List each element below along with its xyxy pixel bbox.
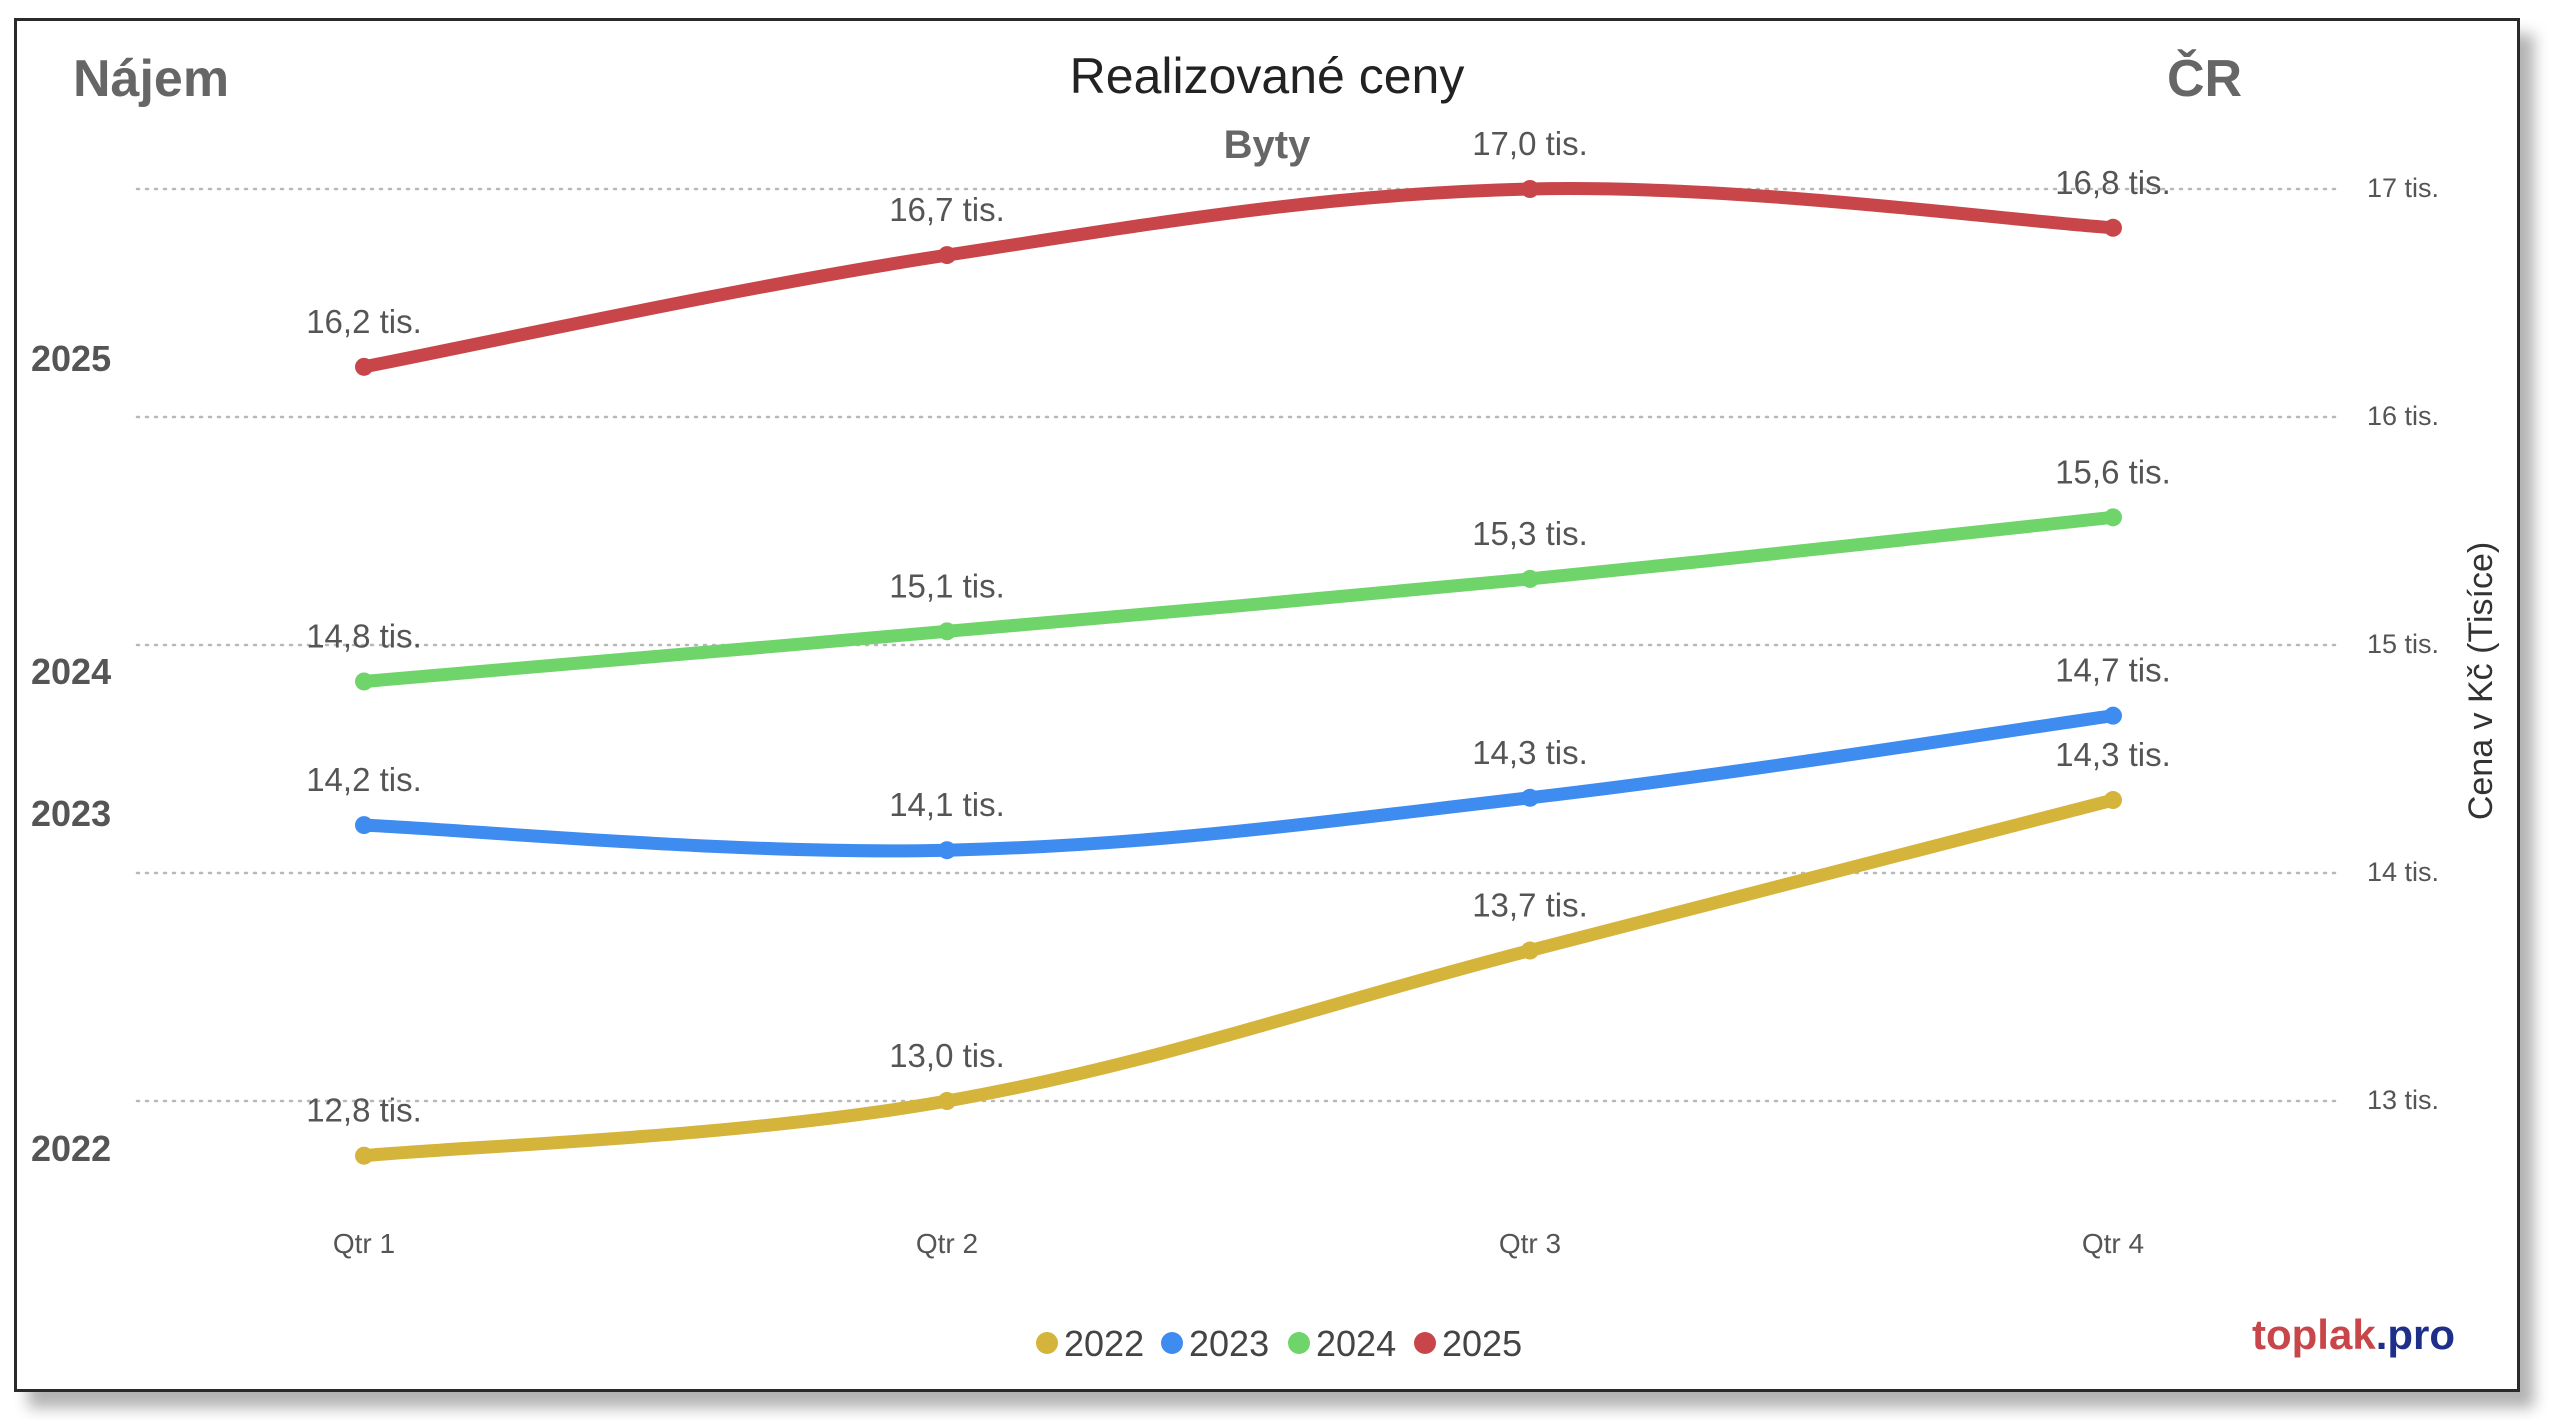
- data-label-2023-q4: 14,7 tis.: [2055, 652, 2171, 689]
- chart-title: Realizované ceny: [1069, 48, 1465, 104]
- series-line-2024: [357, 510, 2120, 688]
- point-2023-q1: [355, 816, 373, 835]
- point-2025-q3: [1521, 180, 1539, 198]
- brand-part-2: .pro: [2375, 1311, 2456, 1358]
- data-label-2025-q4: 16,8 tis.: [2055, 164, 2171, 201]
- x-tick-label: Qtr 2: [916, 1228, 978, 1259]
- brand-part-1: toplak: [2252, 1311, 2376, 1358]
- nájem-label: Nájem: [73, 50, 230, 108]
- data-label-2025-q1: 16,2 tis.: [306, 303, 422, 340]
- row-label-2022: 2022: [31, 1128, 111, 1169]
- data-label-2022-q4: 14,3 tis.: [2055, 736, 2171, 773]
- legend-label-2023: 2023: [1189, 1323, 1269, 1364]
- brand-logo: toplak.pro: [2252, 1311, 2455, 1359]
- chart-subtitle: Byty: [1223, 123, 1311, 167]
- row-label-2023: 2023: [31, 793, 111, 834]
- point-2025-q4: [2104, 218, 2122, 237]
- data-label-2025-q2: 16,7 tis.: [889, 191, 1005, 228]
- data-label-2023-q3: 14,3 tis.: [1472, 734, 1588, 771]
- series-line-2025: [357, 182, 2120, 374]
- row-label-2025: 2025: [31, 338, 111, 379]
- y-axis-title: Cena v Kč (Tisíce): [2462, 542, 2500, 820]
- y-tick-label: 14 tis.: [2367, 857, 2439, 887]
- legend-label-2022: 2022: [1064, 1323, 1144, 1364]
- data-label-2022-q3: 13,7 tis.: [1472, 887, 1588, 924]
- data-label-2023-q1: 14,2 tis.: [306, 761, 422, 798]
- data-label-2024-q3: 15,3 tis.: [1472, 515, 1588, 552]
- point-2024-q4: [2104, 508, 2122, 527]
- point-2024-q3: [1521, 569, 1539, 588]
- point-2023-q3: [1521, 788, 1539, 807]
- y-tick-label: 15 tis.: [2367, 629, 2439, 659]
- data-label-2024-q4: 15,6 tis.: [2055, 453, 2171, 490]
- y-tick-label: 13 tis.: [2367, 1085, 2439, 1115]
- point-2023-q4: [2104, 706, 2122, 725]
- point-2022-q2: [938, 1092, 956, 1110]
- point-2025-q1: [355, 357, 373, 376]
- legend-label-2024: 2024: [1316, 1323, 1396, 1364]
- legend-marker-2023: [1161, 1332, 1183, 1354]
- row-label-2024: 2024: [31, 651, 111, 692]
- legend-marker-2025: [1414, 1332, 1436, 1354]
- region-label: ČR: [2167, 50, 2243, 108]
- y-tick-label: 17 tis.: [2367, 173, 2439, 203]
- chart-frame: Nájem Realizované ceny Byty ČR 13 tis. 14…: [14, 18, 2520, 1392]
- series-line-2023: [357, 709, 2120, 858]
- legend-marker-2022: [1036, 1332, 1058, 1354]
- line-chart: 13 tis. 14 tis. 15 tis. 16 tis. 17 tis. Cena …: [31, 125, 2500, 1364]
- data-label-2025-q3: 17,0 tis.: [1472, 125, 1588, 162]
- data-label-2022-q1: 12,8 tis.: [306, 1092, 422, 1129]
- data-label-2024-q2: 15,1 tis.: [889, 567, 1005, 604]
- point-2024-q2: [938, 622, 956, 641]
- data-label-2022-q2: 13,0 tis.: [889, 1037, 1005, 1074]
- data-label-2023-q2: 14,1 tis.: [889, 786, 1005, 823]
- x-tick-label: Qtr 1: [333, 1228, 395, 1259]
- point-2022-q1: [355, 1146, 373, 1165]
- x-tick-label: Qtr 4: [2082, 1228, 2144, 1259]
- legend-label-2025: 2025: [1442, 1323, 1522, 1364]
- series-line-2022: [357, 793, 2120, 1163]
- y-tick-label: 16 tis.: [2367, 401, 2439, 431]
- x-tick-label: Qtr 3: [1499, 1228, 1561, 1259]
- point-2025-q2: [938, 246, 956, 265]
- legend-marker-2024: [1288, 1332, 1310, 1354]
- point-2024-q1: [355, 672, 373, 691]
- data-label-2024-q1: 14,8 tis.: [306, 617, 422, 654]
- point-2022-q4: [2104, 791, 2122, 810]
- point-2022-q3: [1521, 941, 1539, 960]
- point-2023-q2: [938, 841, 956, 860]
